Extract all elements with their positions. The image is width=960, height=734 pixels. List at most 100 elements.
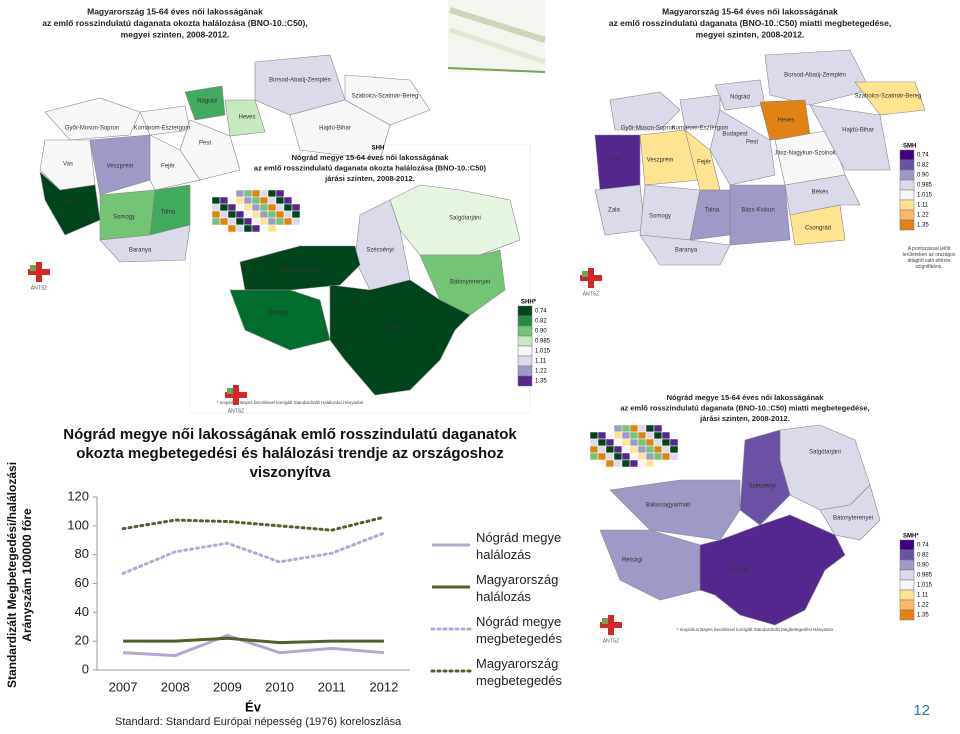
region-label: Fejér — [161, 164, 175, 170]
x-tick-label: 2010 — [265, 679, 294, 694]
legend-label: 1.11 — [917, 203, 929, 209]
region-label: Szécsényi — [366, 248, 393, 254]
map-region — [784, 174, 861, 216]
map-region — [329, 279, 471, 396]
series-line — [123, 633, 385, 658]
mini-map-cell — [259, 217, 269, 226]
region-label: Heves — [238, 115, 255, 121]
mini-map-cell — [613, 445, 623, 454]
legend-swatch — [899, 199, 915, 211]
mini-map-cell — [291, 203, 301, 212]
mini-map-cell — [227, 203, 237, 212]
map-region — [179, 119, 241, 181]
legend-label: Nógrád megye halálozás — [476, 530, 562, 562]
region-label: Rétsági — [268, 311, 288, 317]
legend-label: 0.985 — [917, 573, 933, 579]
legend-label: 0.90 — [535, 329, 547, 335]
mini-map-cell — [235, 196, 245, 205]
page-number: 12 — [913, 702, 930, 719]
legend-label: 1.22 — [917, 603, 929, 609]
mini-map-cell — [275, 189, 285, 198]
mini-map-cell — [219, 210, 229, 219]
region-label: Nógrád — [197, 99, 217, 105]
map-region — [224, 99, 266, 137]
x-tick-label: 2007 — [109, 679, 138, 694]
mini-map-cell — [267, 203, 277, 212]
mini-map-cell — [669, 438, 679, 447]
region-label: Balassagyarmati — [646, 503, 690, 509]
legend-swatch — [517, 315, 533, 327]
mini-map-cell — [251, 196, 261, 205]
mini-map-cell — [259, 196, 269, 205]
mini-map-cell — [251, 189, 261, 198]
mini-map-cell — [251, 203, 261, 212]
y-axis-label: Standardizált Megbetegedési/halálozási A… — [5, 461, 34, 689]
legend-swatch — [517, 375, 533, 387]
region-label: Fejér — [697, 160, 711, 166]
legend-label: 1.015 — [917, 583, 933, 589]
region-label: Bátonyterenyei — [450, 280, 490, 286]
region-label: Baranya — [129, 248, 152, 254]
mini-map-cell — [669, 445, 679, 454]
logo: ÁNTSZ — [225, 385, 247, 414]
mini-map-cell — [597, 431, 607, 440]
mini-map-cell — [283, 217, 293, 226]
mini-map-cell — [259, 203, 269, 212]
y-tick-label: 0 — [82, 661, 89, 676]
map-region — [699, 514, 846, 626]
mini-map-cell — [621, 452, 631, 461]
mini-map-cell — [283, 210, 293, 219]
map-title: megyei szinten, 2008-2012. — [121, 29, 230, 39]
series-line — [121, 531, 386, 575]
region-label: Csongrád — [805, 226, 831, 232]
legend-swatch — [899, 589, 915, 601]
mini-map-cell — [621, 431, 631, 440]
map-region — [594, 184, 646, 236]
logo-text: ÁNTSZ — [583, 290, 599, 297]
legend-swatch — [899, 219, 915, 231]
legend-swatch — [899, 189, 915, 201]
map-region — [709, 109, 776, 186]
legend-swatch — [517, 305, 533, 317]
mini-map-cell — [629, 445, 639, 454]
mini-map-cell — [275, 203, 285, 212]
logo-cross — [600, 622, 622, 628]
region-label: Budapest — [722, 132, 748, 138]
mini-map-cell — [283, 196, 293, 205]
region-label: Győr-Moson-Sopron — [621, 126, 675, 132]
mini-map-cell — [235, 203, 245, 212]
legend-swatch — [517, 325, 533, 337]
mini-map-cell — [661, 445, 671, 454]
mini-map-cell — [235, 217, 245, 226]
mini-map-cell — [629, 424, 639, 433]
map-region — [789, 204, 846, 246]
mini-map-cell — [645, 431, 655, 440]
region-label: Nógrád — [730, 95, 750, 101]
legend-swatch — [517, 355, 533, 367]
mini-map-cell — [605, 459, 615, 468]
map-region — [764, 49, 871, 106]
map-region — [809, 104, 891, 171]
legend-label: 0.74 — [917, 153, 929, 159]
map-region — [679, 94, 721, 129]
legend-label: 1.11 — [917, 593, 929, 599]
region-label: Vas — [611, 158, 621, 164]
map-region — [344, 74, 431, 126]
legend-label: 0.82 — [917, 163, 929, 169]
legend-swatch — [899, 599, 915, 611]
map-title: Magyarország 15-64 éves női lakosságának — [662, 6, 838, 16]
region-label: Somogy — [649, 214, 671, 220]
legend-label: 0.74 — [535, 309, 547, 315]
region-label: Balassagyarmati — [278, 268, 322, 274]
region-label: Tolna — [705, 208, 720, 214]
map-region — [599, 529, 701, 601]
mini-map-cell — [637, 424, 647, 433]
mini-map-cell — [243, 217, 253, 226]
mini-map-cell — [291, 210, 301, 219]
mini-map-cell — [669, 452, 679, 461]
legend-label: Magyarország halálozás — [476, 572, 559, 604]
y-tick-label: 100 — [67, 517, 89, 532]
mini-map-cell — [267, 196, 277, 205]
mini-map-cell — [661, 452, 671, 461]
